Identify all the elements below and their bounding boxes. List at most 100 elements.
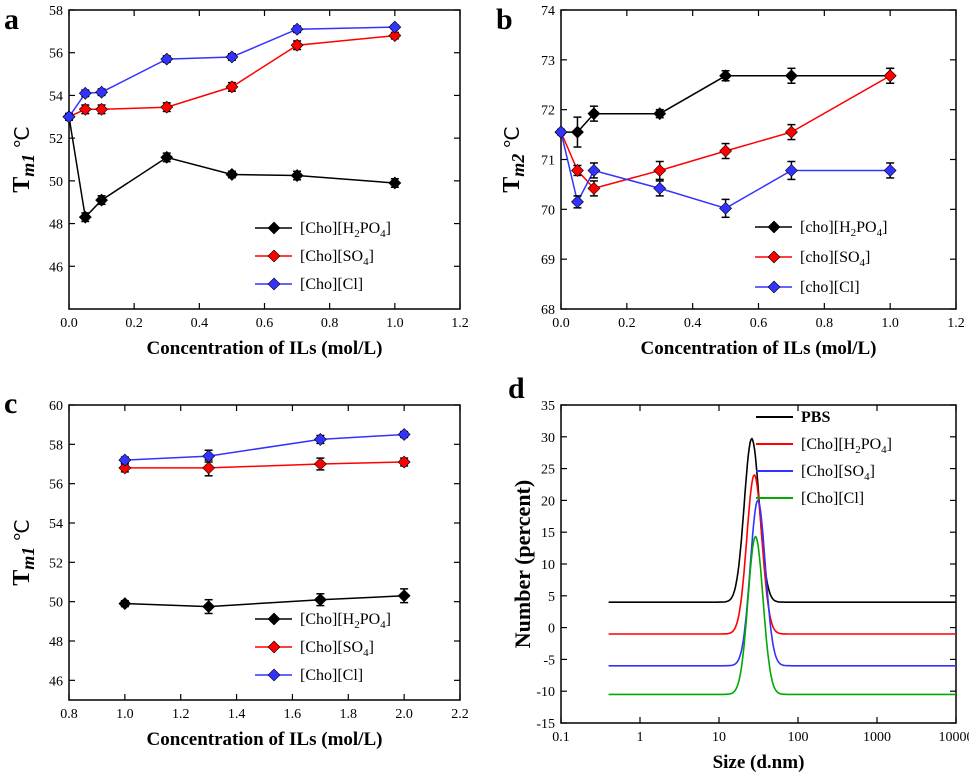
y-tick-label: 72 [541, 104, 555, 119]
data-point [118, 453, 132, 467]
data-point [388, 29, 402, 43]
x-tick-label: 1.6 [284, 707, 302, 722]
data-point [62, 110, 76, 124]
data-point [719, 69, 733, 83]
x-tick-label: 1.8 [340, 707, 358, 722]
x-tick-label: 10000 [939, 730, 969, 745]
data-point [225, 80, 239, 94]
y-tick-label: 35 [541, 399, 555, 414]
x-tick-label: 0.8 [816, 316, 834, 331]
data-point [313, 457, 327, 471]
y-axis-label: Tm1 ℃ [9, 126, 38, 193]
y-tick-label: 54 [49, 517, 63, 532]
series-line [124, 461, 405, 469]
y-tick-label: 73 [541, 54, 555, 69]
legend-label: [Cho][Cl] [300, 276, 363, 293]
data-point [118, 461, 132, 475]
y-tick-label: 52 [49, 132, 63, 147]
series-curve-3 [608, 535, 956, 696]
data-point [397, 455, 411, 469]
x-tick-label: 1000 [863, 730, 891, 745]
x-tick-label: 2.0 [395, 707, 413, 722]
data-point [719, 144, 733, 158]
legend-label: [cho][SO4] [800, 249, 870, 269]
y-tick-label: 5 [548, 590, 555, 605]
data-point [225, 168, 239, 181]
legend-label: [Cho][H2PO4] [801, 436, 892, 456]
y-tick-label: 74 [541, 4, 555, 19]
data-point [653, 164, 667, 177]
y-tick-label: 58 [49, 438, 63, 453]
data-point [95, 102, 109, 116]
data-point [784, 125, 798, 139]
y-tick-label: 30 [541, 431, 555, 446]
data-point [290, 38, 304, 52]
series-line [124, 433, 405, 461]
series-line [68, 34, 395, 118]
panel-a: 0.0 0.2 0.4 0.6 0.8 1.0 1.2 46 48 50 52 54 56 58 Conce… [4, 3, 469, 359]
data-point [95, 85, 109, 99]
x-tick-label: 0.0 [552, 316, 570, 331]
data-point [202, 449, 216, 463]
panel-d: 0.1 1 10 100 1000 10000 -15 -10 -5 0 5 10 15 20 25 30 35… [508, 372, 969, 773]
x-axis-label: Concentration of ILs (mol/L) [147, 338, 383, 359]
data-point [653, 107, 667, 121]
x-axis-label: Concentration of ILs (mol/L) [641, 338, 877, 359]
legend-label: [Cho][SO4] [801, 463, 875, 483]
series-curve-2 [608, 499, 956, 667]
y-tick-label: 54 [49, 89, 63, 104]
series-2 [554, 125, 897, 219]
x-tick-label: 1 [637, 730, 644, 745]
y-axis-label: Number (percent) [510, 480, 535, 648]
series-1 [62, 29, 402, 124]
legend-marker [767, 280, 781, 294]
data-point [290, 169, 304, 182]
legend-label: [Cho][H2PO4] [300, 611, 391, 631]
x-tick-label: 0.4 [684, 316, 702, 331]
data-point [160, 100, 174, 114]
data-point [554, 125, 568, 139]
series-line [560, 75, 891, 190]
legend-marker [267, 249, 281, 263]
y-tick-label: 15 [541, 526, 555, 541]
data-point [225, 50, 239, 64]
x-tick-label: 1.4 [228, 707, 246, 722]
x-tick-label: 1.0 [116, 707, 134, 722]
series-line [68, 116, 395, 219]
y-tick-label: -5 [543, 653, 555, 668]
x-tick-label: 1.2 [947, 316, 965, 331]
data-point [388, 176, 402, 190]
x-tick-label: 0.2 [125, 316, 143, 331]
y-tick-label: 56 [49, 478, 63, 493]
y-tick-label: 58 [49, 4, 63, 19]
y-tick-label: 56 [49, 47, 63, 62]
y-tick-label: 10 [541, 558, 555, 573]
panel-label: d [508, 372, 525, 405]
y-tick-label: 46 [49, 260, 63, 275]
x-tick-label: 100 [788, 730, 809, 745]
panel-label: a [4, 3, 19, 36]
data-point [883, 164, 897, 177]
series-1 [554, 67, 897, 197]
y-tick-label: 60 [49, 399, 63, 414]
data-point [587, 164, 601, 177]
series-0 [62, 110, 402, 224]
series-line [124, 595, 405, 608]
y-tick-label: -15 [536, 717, 555, 732]
panel-label: b [496, 3, 513, 36]
series-2 [118, 428, 411, 467]
legend-label: [Cho][SO4] [300, 248, 374, 268]
data-point [202, 600, 216, 614]
data-point [397, 589, 411, 603]
data-point [118, 597, 132, 611]
data-point [160, 150, 174, 164]
y-tick-label: 48 [49, 218, 63, 233]
y-tick-label: 0 [548, 622, 555, 637]
legend-label: [Cho][H2PO4] [300, 220, 391, 240]
legend-label: [Cho][SO4] [300, 639, 374, 659]
panel-label: c [4, 387, 17, 420]
y-axis-label: Tm1 ℃ [9, 519, 38, 586]
x-tick-label: 0.0 [60, 316, 78, 331]
y-axis-label: Tm2 ℃ [499, 126, 528, 193]
